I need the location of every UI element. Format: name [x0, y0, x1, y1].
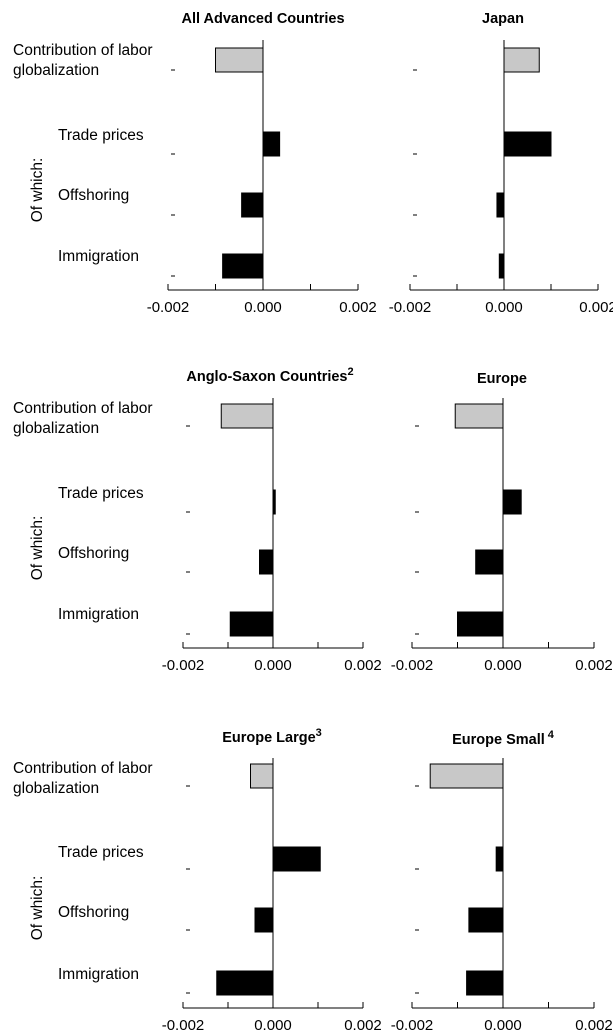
x-tick-label: -0.002 — [162, 1017, 205, 1034]
chart-panels: -0.002 0.000 0.002 -0.002 0.000 0.002 -0.002 0.… — [147, 40, 613, 1034]
panel-title-japan: Japan — [482, 11, 524, 27]
bar-component — [496, 192, 505, 218]
bar-contribution — [220, 403, 274, 429]
x-tick-label: -0.002 — [389, 299, 432, 316]
x-tick-label: 0.000 — [254, 657, 292, 674]
panel-title-anglo-saxon: Anglo-Saxon Countries2 — [186, 366, 353, 385]
of-which-label: Of which: — [29, 516, 46, 581]
of-which-label: Of which: — [29, 158, 46, 223]
bar-contribution — [503, 47, 540, 73]
category-label-trade-prices: Trade prices — [58, 844, 144, 861]
bar-component — [502, 489, 522, 515]
x-tick-label: 0.000 — [244, 299, 282, 316]
footnote-marker: 3 — [316, 727, 322, 739]
bar-contribution — [454, 403, 504, 429]
category-label-trade-prices: Trade prices — [58, 485, 144, 502]
x-tick-label: 0.002 — [339, 299, 377, 316]
category-label-immigration: Immigration — [58, 248, 139, 265]
bar-contribution — [429, 763, 504, 789]
bar-component — [229, 611, 274, 637]
category-label-contribution-line2: globalization — [13, 62, 99, 79]
category-label-immigration: Immigration — [58, 966, 139, 983]
x-tick-label: 0.000 — [254, 1017, 292, 1034]
x-tick-label: 0.000 — [484, 1017, 522, 1034]
bar-component — [475, 549, 504, 575]
chart-panel: -0.002 0.000 0.002 — [391, 398, 613, 674]
bar-contribution — [250, 763, 274, 789]
of-which-label: Of which: — [29, 876, 46, 941]
panel-title-europe-large: Europe Large3 — [222, 727, 322, 746]
panel-title-all-advanced: All Advanced Countries — [181, 11, 344, 27]
x-tick-label: 0.002 — [575, 1017, 613, 1034]
x-tick-label: 0.002 — [575, 657, 613, 674]
row-labels-row-3: Contribution of labor globalization Trad… — [13, 760, 153, 983]
category-label-offshoring: Offshoring — [58, 545, 129, 562]
x-tick-label: 0.002 — [579, 299, 613, 316]
x-tick-label: -0.002 — [391, 1017, 434, 1034]
bar-component — [216, 970, 274, 996]
bar-component — [457, 611, 504, 637]
bar-component — [262, 131, 281, 157]
x-tick-label: -0.002 — [147, 299, 190, 316]
bar-component — [259, 549, 274, 575]
x-tick-label: -0.002 — [162, 657, 205, 674]
category-label-offshoring: Offshoring — [58, 187, 129, 204]
chart-panel: -0.002 0.000 0.002 — [162, 398, 382, 674]
bar-component — [466, 970, 504, 996]
footnote-marker: 2 — [348, 366, 354, 378]
bar-component — [254, 907, 274, 933]
row-labels-row-1: Contribution of labor globalization Trad… — [13, 42, 153, 265]
bar-component — [241, 192, 264, 218]
bar-component — [468, 907, 504, 933]
category-label-trade-prices: Trade prices — [58, 127, 144, 144]
category-label-contribution-line1: Contribution of labor — [13, 400, 153, 417]
x-tick-label: -0.002 — [391, 657, 434, 674]
chart-panel: -0.002 0.000 0.002 — [391, 758, 613, 1034]
category-label-contribution-line2: globalization — [13, 420, 99, 437]
x-tick-label: 0.000 — [484, 657, 522, 674]
bar-component — [498, 253, 505, 279]
category-label-offshoring: Offshoring — [58, 904, 129, 921]
category-label-contribution-line1: Contribution of labor — [13, 42, 153, 59]
bar-component — [495, 846, 504, 872]
x-tick-label: 0.000 — [485, 299, 523, 316]
row-labels-row-2: Contribution of labor globalization Trad… — [13, 400, 153, 623]
footnote-marker: 4 — [548, 729, 555, 741]
panel-title-europe-small: Europe Small 4 — [452, 729, 555, 748]
bar-contribution — [215, 47, 264, 73]
bar-component — [503, 131, 552, 157]
category-label-immigration: Immigration — [58, 606, 139, 623]
chart-panel: -0.002 0.000 0.002 — [389, 40, 613, 316]
panel-title-europe: Europe — [477, 371, 527, 387]
bar-component — [272, 846, 321, 872]
x-tick-label: 0.002 — [344, 1017, 382, 1034]
x-tick-label: 0.002 — [344, 657, 382, 674]
category-label-contribution-line1: Contribution of labor — [13, 760, 153, 777]
category-label-contribution-line2: globalization — [13, 780, 99, 797]
chart-panel: -0.002 0.000 0.002 — [147, 40, 377, 316]
chart-panel: -0.002 0.000 0.002 — [162, 758, 382, 1034]
bar-component — [222, 253, 264, 279]
